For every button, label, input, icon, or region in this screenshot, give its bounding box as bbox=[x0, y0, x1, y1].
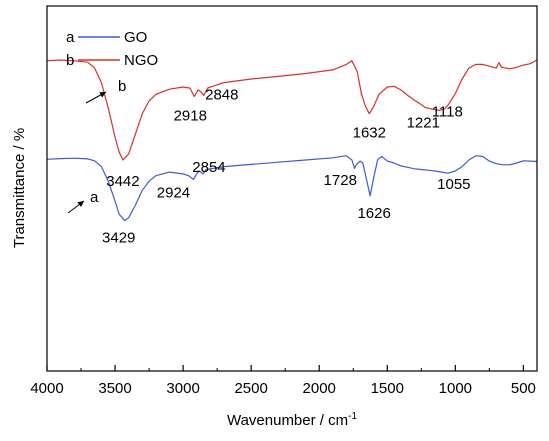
peak-label-ngo-1632: 1632 bbox=[353, 125, 386, 142]
x-tick-label: 3500 bbox=[98, 380, 131, 397]
x-tick-label: 1000 bbox=[439, 380, 472, 397]
curve-marker-label-a: a bbox=[90, 189, 99, 206]
peak-label-ngo-1221: 1221 bbox=[407, 114, 440, 131]
x-axis-title: Wavenumber / cm-1 bbox=[227, 411, 357, 429]
plot-frame bbox=[46, 5, 538, 372]
legend-label-ngo: NGO bbox=[124, 52, 158, 69]
peak-label-go-3429: 3429 bbox=[102, 230, 135, 247]
legend-key-b: b bbox=[66, 52, 74, 69]
x-tick-label: 2000 bbox=[303, 380, 336, 397]
peak-label-ngo-1118: 1118 bbox=[432, 103, 463, 120]
x-axis-title-main: Wavenumber / cm bbox=[227, 412, 348, 429]
series-line-go bbox=[46, 155, 538, 222]
curve-marker-arrowhead-b bbox=[99, 92, 106, 98]
peak-label-go-1055: 1055 bbox=[437, 176, 470, 193]
peak-label-go-1728: 1728 bbox=[324, 172, 357, 189]
y-axis-title: Transmittance / % bbox=[11, 128, 28, 248]
peak-label-ngo-2848: 2848 bbox=[205, 86, 238, 103]
peak-label-go-2924: 2924 bbox=[157, 184, 190, 201]
x-tick-label: 1500 bbox=[371, 380, 404, 397]
peak-label-go-2854: 2854 bbox=[192, 159, 225, 176]
curve-marker-label-b: b bbox=[118, 78, 126, 95]
x-tick-label: 4000 bbox=[30, 380, 63, 397]
curve-marker-arrowhead-a bbox=[77, 201, 84, 207]
x-tick-label: 3000 bbox=[166, 380, 199, 397]
legend-key-a: a bbox=[66, 29, 75, 46]
legend-label-go: GO bbox=[124, 29, 147, 46]
x-tick-label: 500 bbox=[511, 380, 536, 397]
peak-label-go-1626: 1626 bbox=[357, 205, 390, 222]
series-line-ngo bbox=[46, 59, 538, 161]
peak-label-ngo-3442: 3442 bbox=[106, 173, 139, 190]
x-tick-label: 2500 bbox=[234, 380, 267, 397]
x-axis-title-superscript: -1 bbox=[348, 411, 357, 422]
peak-label-ngo-2918: 2918 bbox=[174, 108, 207, 125]
